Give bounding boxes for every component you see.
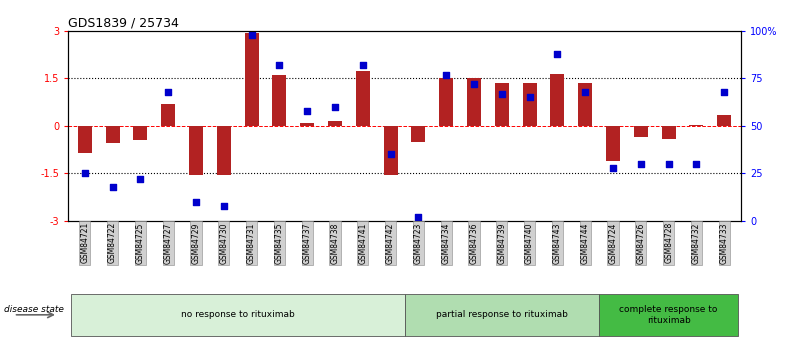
Point [314,244,327,250]
Text: GSM84728: GSM84728 [664,222,673,263]
Text: GSM84731: GSM84731 [247,222,256,264]
Text: GDS1839 / 25734: GDS1839 / 25734 [68,17,179,30]
Bar [356,71,370,126]
Point [634,161,647,167]
Point [579,89,592,95]
Text: GSM84744: GSM84744 [581,222,590,264]
Point [718,89,731,95]
Bar [439,79,453,126]
Point [273,62,286,68]
Text: GSM84743: GSM84743 [553,222,562,264]
Text: GSM84733: GSM84733 [720,222,729,264]
Bar [161,104,175,126]
Text: GSM84734: GSM84734 [441,222,451,264]
Point [134,176,147,182]
Text: GSM84721: GSM84721 [80,222,89,263]
Text: GSM84735: GSM84735 [275,222,284,264]
Text: GSM84727: GSM84727 [163,222,173,264]
FancyBboxPatch shape [70,294,405,336]
Point [606,165,619,170]
Text: GSM84739: GSM84739 [497,222,506,264]
Point [690,161,702,167]
Bar [634,126,648,137]
Point [495,91,508,96]
Bar [134,126,147,140]
Bar [300,123,314,126]
FancyBboxPatch shape [405,294,599,336]
Text: GSM84725: GSM84725 [136,222,145,264]
Bar [272,75,286,126]
Bar [717,115,731,126]
Point [551,51,564,57]
Point [384,152,397,157]
Point [328,104,341,110]
Text: GSM84722: GSM84722 [108,222,117,263]
FancyBboxPatch shape [599,294,739,336]
Point [301,108,314,114]
Text: partial response to rituximab: partial response to rituximab [436,310,568,319]
Bar [384,126,397,175]
Text: GSM84737: GSM84737 [303,222,312,264]
Text: GSM84730: GSM84730 [219,222,228,264]
Point [523,95,536,100]
Bar [662,126,675,139]
Text: no response to rituximab: no response to rituximab [181,310,295,319]
Bar [606,126,620,161]
Text: GSM84738: GSM84738 [331,222,340,264]
Bar [467,79,481,126]
Text: GSM84724: GSM84724 [609,222,618,264]
Bar [550,74,565,126]
Point [78,171,91,176]
Bar [244,33,259,126]
Point [662,161,675,167]
Text: GSM84736: GSM84736 [469,222,478,264]
Text: GSM84740: GSM84740 [525,222,534,264]
Bar [328,121,342,126]
Text: GSM84726: GSM84726 [636,222,646,264]
Bar [578,83,592,126]
Point [412,214,425,220]
Bar [189,126,203,175]
Text: GSM84732: GSM84732 [692,222,701,264]
Text: GSM84742: GSM84742 [386,222,395,264]
Point [162,89,175,95]
Point [356,62,369,68]
Text: complete response to
rituximab: complete response to rituximab [619,305,718,325]
Bar [412,126,425,142]
Point [190,199,203,205]
Bar [690,125,703,126]
Bar [495,83,509,126]
Point [107,184,119,189]
Text: GSM84741: GSM84741 [358,222,368,264]
Point [245,32,258,38]
Bar [523,83,537,126]
Bar [106,126,119,143]
Text: GSM84723: GSM84723 [414,222,423,264]
Point [314,44,327,49]
Text: disease state: disease state [4,305,64,314]
Point [468,81,481,87]
Bar [217,126,231,175]
Bar [78,126,92,153]
Text: GSM84729: GSM84729 [191,222,200,264]
Point [440,72,453,78]
Point [217,203,230,208]
